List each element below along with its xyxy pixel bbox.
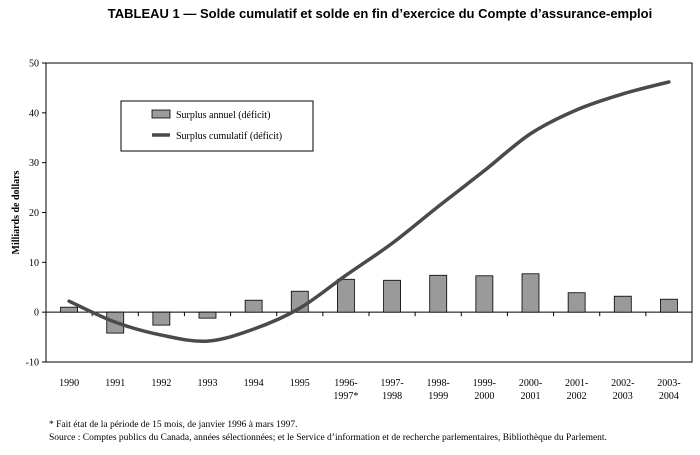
y-tick-label: 10	[29, 258, 39, 269]
x-tick-label: 2003	[613, 391, 633, 402]
y-tick-label: 50	[29, 59, 39, 70]
y-tick-label: 0	[34, 308, 39, 319]
x-tick-label: 2002-	[611, 378, 634, 389]
x-tick-label: 1996-	[334, 378, 357, 389]
bar-annual-surplus	[521, 273, 540, 313]
footnote-note: * Fait état de la période de 15 mois, de…	[49, 420, 298, 430]
bar-annual-surplus	[60, 306, 78, 313]
legend-box	[120, 100, 314, 152]
x-tick-label: 1999	[428, 391, 448, 402]
x-tick-label: 1991	[105, 378, 125, 389]
x-tick-label: 2001-	[565, 378, 588, 389]
x-tick-label: 2000	[474, 391, 494, 402]
legend-swatch-bar	[151, 109, 171, 119]
y-tick-label: 20	[29, 208, 39, 219]
x-tick-label: 2002	[567, 391, 587, 402]
legend-label-cumulative: Surplus cumulatif (déficit)	[176, 131, 282, 142]
y-tick-label: 40	[29, 108, 39, 119]
bar-annual-surplus	[152, 311, 171, 326]
x-tick-label: 1997-	[380, 378, 403, 389]
bar-annual-surplus	[198, 311, 217, 319]
x-tick-label: 1992	[151, 378, 171, 389]
legend-label-annual: Surplus annuel (déficit)	[176, 110, 270, 121]
y-tick-label: -10	[26, 358, 39, 369]
bar-annual-surplus	[429, 274, 448, 313]
footnote-source: Source : Comptes publics du Canada, anné…	[49, 433, 607, 443]
x-tick-label: 2004	[659, 391, 679, 402]
x-tick-label: 1999-	[473, 378, 496, 389]
bar-annual-surplus	[567, 292, 586, 313]
x-tick-label: 1990	[59, 378, 79, 389]
x-tick-label: 1998	[382, 391, 402, 402]
chart-title: TABLEAU 1 — Solde cumulatif et solde en …	[107, 6, 653, 21]
y-axis-label: Milliards de dollars	[11, 170, 22, 254]
x-tick-label: 1994	[244, 378, 264, 389]
bar-annual-surplus	[613, 295, 632, 313]
x-tick-label: 2000-	[519, 378, 542, 389]
x-tick-label: 1995	[290, 378, 310, 389]
bar-annual-surplus	[337, 278, 355, 313]
x-tick-label: 1998-	[427, 378, 450, 389]
line-cumulative-surplus	[67, 80, 671, 343]
y-tick-label: 30	[29, 158, 39, 169]
x-tick-label: 1993	[198, 378, 218, 389]
bar-annual-surplus	[475, 275, 494, 313]
bar-annual-surplus	[660, 298, 678, 313]
bar-annual-surplus	[244, 299, 263, 313]
x-tick-label: 2001	[521, 391, 541, 402]
x-tick-label: 2003-	[657, 378, 680, 389]
bar-annual-surplus	[383, 279, 401, 313]
x-tick-label: 1997*	[333, 391, 358, 402]
